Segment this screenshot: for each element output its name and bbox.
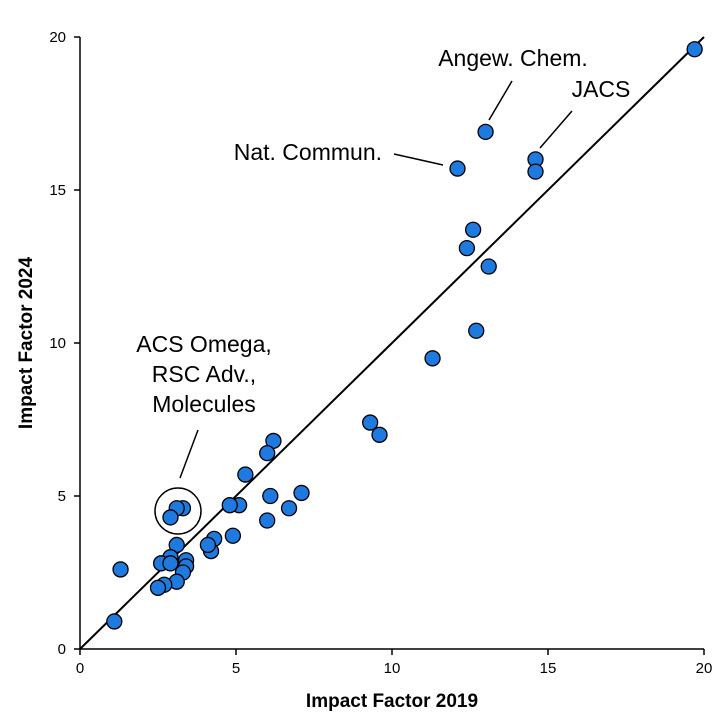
y-tick-label: 20 xyxy=(49,29,66,46)
data-point xyxy=(371,426,388,443)
data-point xyxy=(362,414,379,431)
annotation-label: ACS Omega, RSC Adv., Molecules xyxy=(136,331,272,417)
x-tick-label: 5 xyxy=(232,660,240,677)
annotation-line: Nat. Commun. xyxy=(234,139,382,165)
annotation-line: JACS xyxy=(572,76,631,102)
annotation-leader-line xyxy=(539,110,573,149)
annotation-line: RSC Adv., xyxy=(152,361,256,387)
data-point xyxy=(468,322,485,339)
x-tick-label: 10 xyxy=(384,660,401,677)
annotation-leader-line xyxy=(179,429,199,479)
annotation-line: Molecules xyxy=(152,391,256,417)
tick-labels: 0 5 10 15 20 0 5 10 15 20 xyxy=(49,29,712,677)
axes xyxy=(74,36,705,655)
y-tick-label: 0 xyxy=(58,641,66,658)
data-point xyxy=(199,536,217,554)
annotation-line: Angew. Chem. xyxy=(438,45,588,71)
data-point xyxy=(259,445,276,462)
data-point xyxy=(477,123,494,141)
annotation-highlight-circle xyxy=(154,487,202,535)
x-tick-label: 20 xyxy=(696,660,713,677)
annotation-label: Angew. Chem. xyxy=(438,45,588,71)
annotation-line: ACS Omega, xyxy=(136,331,272,357)
data-point xyxy=(458,239,476,257)
data-point xyxy=(480,258,497,275)
data-point xyxy=(449,160,466,177)
data-point xyxy=(106,613,123,630)
data-point xyxy=(112,561,129,578)
data-point xyxy=(686,41,703,58)
data-point xyxy=(262,487,279,505)
data-point xyxy=(293,484,310,502)
y-tick-label: 10 xyxy=(49,335,66,352)
annotation-label: JACS xyxy=(572,76,631,102)
x-tick-label: 0 xyxy=(76,660,84,677)
x-axis-title: Impact Factor 2019 xyxy=(306,691,478,712)
data-point xyxy=(162,509,179,526)
y-tick-label: 5 xyxy=(58,488,66,505)
annotation-label: Nat. Commun. xyxy=(234,139,382,165)
annotation-leader-line xyxy=(393,153,444,166)
data-point xyxy=(259,512,276,529)
data-point xyxy=(424,350,441,367)
data-point xyxy=(149,579,167,596)
data-point xyxy=(280,500,298,517)
data-point xyxy=(162,555,179,572)
data-point xyxy=(221,497,238,514)
data-point xyxy=(527,163,544,180)
y-tick-label: 15 xyxy=(49,182,66,199)
data-point xyxy=(464,221,482,238)
y-axis-title: Impact Factor 2024 xyxy=(16,257,37,430)
annotation-leader-line xyxy=(488,80,513,121)
data-point xyxy=(224,527,242,544)
x-tick-label: 15 xyxy=(540,660,557,677)
annotations: Angew. Chem. JACS Nat. Commun. ACS Omega, RS… xyxy=(136,45,631,535)
data-points xyxy=(106,41,703,630)
data-point xyxy=(237,466,254,483)
